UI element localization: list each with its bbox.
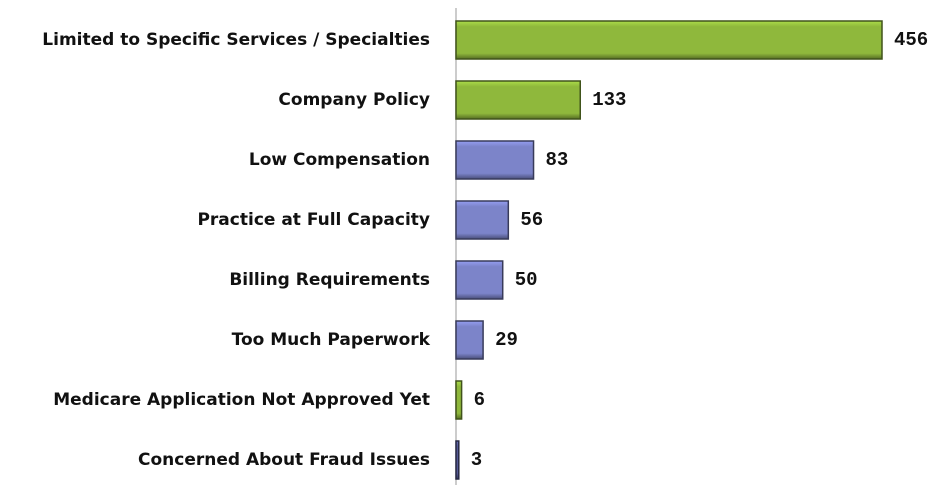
value-label: 133 bbox=[592, 89, 626, 111]
bar bbox=[455, 140, 535, 180]
category-label: Billing Requirements bbox=[229, 270, 430, 290]
value-label: 3 bbox=[471, 449, 482, 471]
value-label: 6 bbox=[474, 389, 485, 411]
category-label: Company Policy bbox=[278, 90, 430, 110]
bar bbox=[455, 260, 504, 300]
value-label: 29 bbox=[495, 329, 518, 351]
bar bbox=[455, 380, 463, 420]
category-label: Too Much Paperwork bbox=[232, 330, 431, 350]
value-label: 83 bbox=[546, 149, 569, 171]
bar bbox=[455, 320, 484, 360]
value-label: 56 bbox=[520, 209, 543, 231]
category-label: Practice at Full Capacity bbox=[197, 210, 430, 230]
bar bbox=[455, 440, 460, 480]
category-label: Limited to Specific Services / Specialti… bbox=[42, 30, 430, 50]
category-label: Concerned About Fraud Issues bbox=[138, 450, 430, 470]
category-label: Medicare Application Not Approved Yet bbox=[53, 390, 430, 410]
bar bbox=[455, 80, 581, 120]
bar bbox=[455, 20, 883, 60]
value-label: 456 bbox=[894, 29, 928, 51]
category-label: Low Compensation bbox=[249, 150, 430, 170]
value-label: 50 bbox=[515, 269, 538, 291]
bar bbox=[455, 200, 510, 240]
